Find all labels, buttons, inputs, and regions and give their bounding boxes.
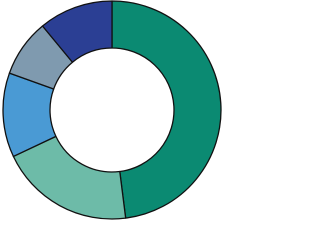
chart xyxy=(2,0,222,220)
donut-segment xyxy=(111,0,222,219)
donut-segment xyxy=(41,0,113,63)
